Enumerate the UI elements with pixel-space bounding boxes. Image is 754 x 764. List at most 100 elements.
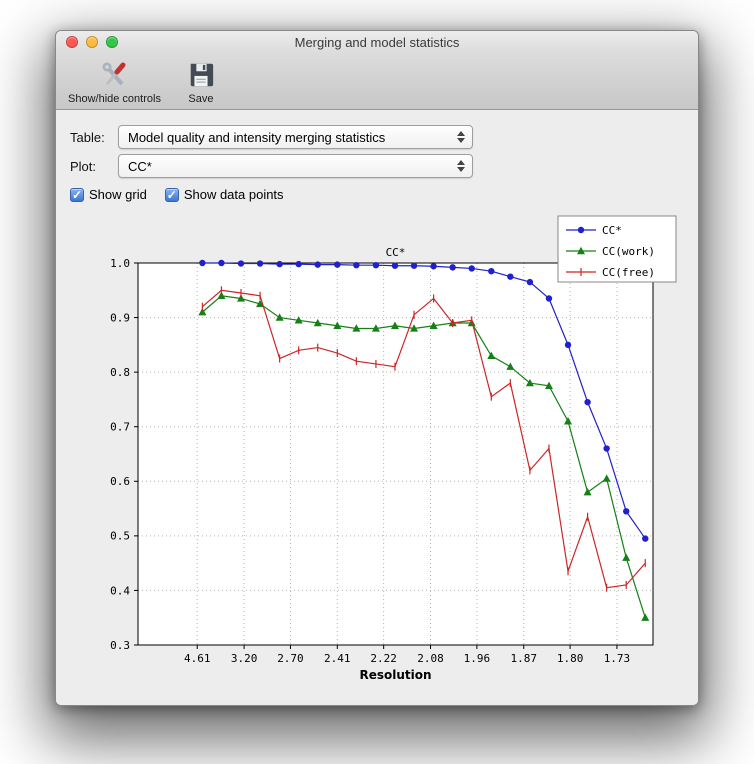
- y-tick-label: 0.4: [110, 584, 130, 597]
- data-point: [198, 307, 207, 316]
- data-point: [276, 260, 283, 268]
- data-point: [642, 535, 649, 542]
- plot-select-value: CC*: [128, 158, 152, 174]
- x-tick-label: 3.20: [231, 652, 258, 665]
- app-window: Merging and model statistics Show/hide c…: [55, 30, 699, 706]
- y-tick-label: 0.5: [110, 530, 130, 543]
- show-grid-checkbox[interactable]: Show grid: [70, 187, 147, 202]
- data-point: [390, 321, 399, 329]
- data-point: [577, 246, 585, 255]
- data-point: [237, 294, 245, 302]
- data-point: [506, 362, 515, 370]
- y-tick-label: 0.3: [110, 639, 130, 652]
- data-point: [488, 267, 495, 275]
- save-icon: [187, 59, 215, 91]
- data-point: [371, 324, 380, 332]
- traffic-lights: [66, 36, 118, 48]
- x-tick-label: 2.41: [324, 652, 351, 665]
- stepper-arrows-icon: [454, 160, 468, 172]
- show-data-points-checkbox[interactable]: Show data points: [164, 187, 284, 202]
- data-point: [410, 262, 418, 269]
- stepper-arrows-icon: [454, 131, 468, 143]
- data-point: [256, 260, 264, 267]
- data-point: [352, 324, 361, 332]
- data-point: [294, 316, 303, 324]
- x-tick-label: 1.73: [604, 652, 631, 665]
- table-select[interactable]: Model quality and intensity merging stat…: [118, 125, 473, 149]
- table-row: Table: Model quality and intensity mergi…: [70, 125, 686, 149]
- data-point: [487, 351, 496, 359]
- data-point: [314, 261, 321, 268]
- checkbox-check-icon: [70, 187, 84, 202]
- data-point: [468, 265, 475, 272]
- toolbar-button-label: Save: [188, 93, 214, 105]
- chart: 4.61 3.20 2.70 2.41 2.22 2.08 1.96 1.87 1.80 1.73…: [68, 210, 688, 693]
- y-tick-label: 0.7: [110, 421, 130, 434]
- data-point: [334, 261, 341, 268]
- checkbox-label: Show data points: [183, 187, 284, 202]
- data-point: [410, 324, 419, 332]
- data-point: [564, 417, 573, 425]
- x-tick-label: 1.96: [464, 652, 491, 665]
- data-point: [622, 553, 631, 561]
- plot-background: [138, 263, 653, 645]
- data-point: [525, 378, 534, 387]
- options-row: Show grid Show data points: [70, 187, 686, 202]
- data-point: [237, 260, 245, 267]
- data-point: [218, 259, 225, 267]
- data-point: [623, 508, 630, 515]
- checkbox-label: Show grid: [89, 187, 147, 202]
- data-point: [602, 474, 611, 482]
- plot-select[interactable]: CC*: [118, 154, 473, 178]
- legend-label: CC(free): [602, 266, 655, 279]
- y-tick-label: 0.6: [110, 475, 130, 488]
- show-hide-controls-button[interactable]: Show/hide controls: [68, 59, 161, 105]
- toolbar: Show/hide controls Save: [56, 53, 698, 110]
- data-point: [372, 261, 380, 269]
- minimize-button[interactable]: [86, 36, 98, 48]
- data-point: [564, 341, 572, 349]
- data-point: [275, 313, 284, 321]
- zoom-button[interactable]: [106, 36, 118, 48]
- x-axis-label: Resolution: [359, 668, 431, 682]
- chart-svg: 4.61 3.20 2.70 2.41 2.22 2.08 1.96 1.87 1.80 1.73…: [110, 215, 677, 682]
- x-tick-label: 4.61: [184, 652, 211, 665]
- legend-label: CC*: [602, 224, 622, 237]
- x-tick-label: 1.80: [557, 652, 584, 665]
- checkbox-check-icon: [164, 187, 179, 202]
- series-line: [201, 289, 646, 589]
- content-area: Table: Model quality and intensity mergi…: [56, 110, 698, 705]
- data-point: [526, 278, 534, 286]
- x-tick-label: 2.08: [417, 652, 444, 665]
- data-point: [256, 299, 265, 308]
- x-tick-label: 2.70: [277, 652, 304, 665]
- data-point: [641, 613, 650, 621]
- close-button[interactable]: [66, 36, 78, 48]
- y-tick-label: 0.9: [110, 311, 130, 324]
- save-button[interactable]: Save: [187, 59, 215, 105]
- plot-row: Plot: CC*: [70, 154, 686, 178]
- data-point: [430, 263, 437, 270]
- tools-icon: [99, 59, 129, 91]
- toolbar-button-label: Show/hide controls: [68, 93, 161, 105]
- y-tick-label: 1.0: [110, 257, 130, 270]
- series-line: [202, 262, 646, 539]
- y-tick-label: 0.8: [110, 366, 130, 379]
- data-point: [544, 381, 553, 389]
- window-title: Merging and model statistics: [294, 34, 460, 50]
- data-point: [584, 398, 591, 406]
- data-point: [391, 262, 399, 269]
- data-point: [217, 291, 226, 299]
- data-point: [353, 261, 360, 269]
- data-point: [577, 226, 585, 234]
- x-tick-label: 2.22: [370, 652, 397, 665]
- data-point: [199, 259, 206, 267]
- chart-title: CC*: [386, 246, 406, 259]
- table-select-value: Model quality and intensity merging stat…: [128, 129, 386, 145]
- titlebar[interactable]: Merging and model statistics: [56, 31, 698, 53]
- data-point: [449, 264, 456, 271]
- table-label: Table:: [70, 129, 105, 145]
- data-point: [583, 488, 592, 496]
- data-point: [313, 318, 322, 327]
- plot-label: Plot:: [70, 158, 97, 174]
